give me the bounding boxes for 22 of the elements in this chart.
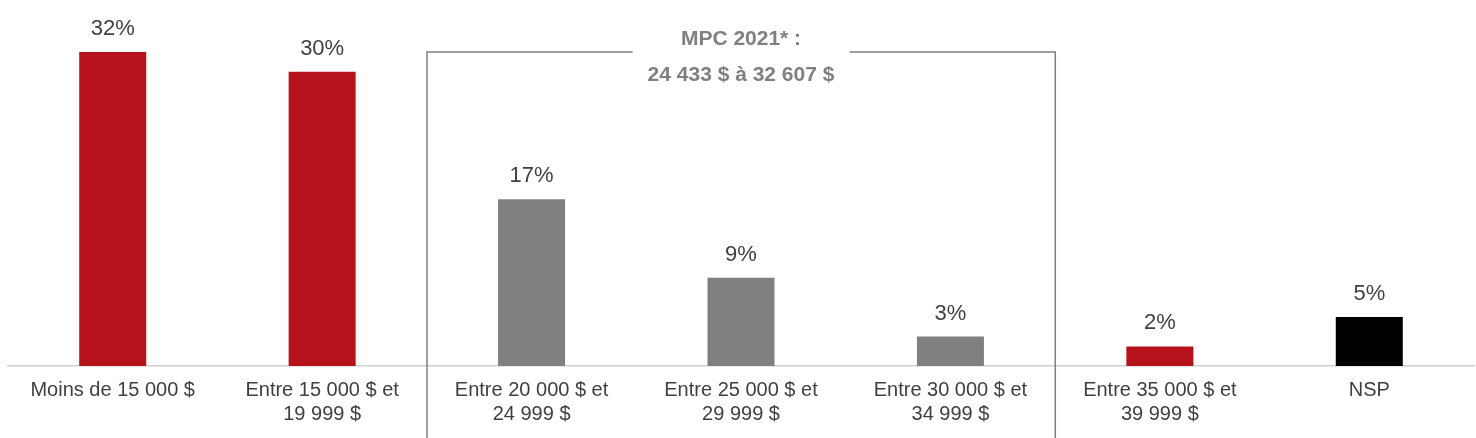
bar — [916, 336, 984, 366]
data-label: 2% — [1143, 309, 1176, 335]
data-label: 5% — [1353, 280, 1386, 305]
bar — [1126, 346, 1194, 366]
x-tick-label: Entre 30 000 $ et 34 999 $ — [873, 377, 1028, 424]
x-tick-label: Moins de 15 000 $ — [30, 377, 195, 400]
data-label: 9% — [725, 240, 757, 266]
x-tick-label: NSP — [1348, 377, 1390, 400]
data-label: 17% — [509, 162, 554, 188]
x-tick-label: Entre 25 000 $ et 29 999 $ — [664, 377, 819, 424]
bar — [79, 52, 147, 366]
annotation: MPC 2021* : 24 433 $ à 32 607 $ — [647, 25, 835, 87]
bar — [1335, 316, 1403, 366]
bar — [288, 71, 356, 366]
x-tick-label: Entre 20 000 $ et 24 999 $ — [454, 377, 609, 424]
bar — [498, 199, 566, 366]
x-tick-label: Entre 35 000 $ et 39 999 $ — [1083, 377, 1238, 424]
data-label: 32% — [90, 15, 135, 41]
data-label: 3% — [934, 299, 967, 325]
data-label: 30% — [300, 34, 345, 60]
x-tick-label: Entre 15 000 $ et 19 999 $ — [245, 377, 400, 424]
bar — [707, 277, 775, 366]
